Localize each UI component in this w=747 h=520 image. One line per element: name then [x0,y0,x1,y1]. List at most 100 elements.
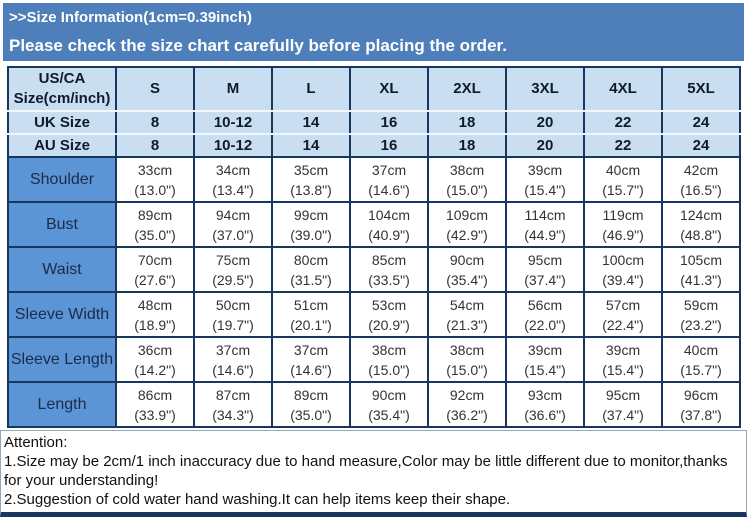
measurement-cell: 89cm (35.0") [115,201,195,248]
measurement-cm-value: 54cm [449,296,485,313]
measurement-row-label: Bust [7,201,117,248]
measurement-inch-value: (35.0") [134,226,176,243]
uk-size-row-label: UK Size [7,110,117,135]
measurement-cm-value: 39cm [527,341,563,358]
measurement-inch-value: (40.9") [368,226,410,243]
uk-size-row-cell: 14 [271,110,351,135]
measurement-inch-value: (35.0") [290,406,332,423]
measurement-cell: 50cm (19.7") [193,291,273,338]
measurement-cell: 90cm (35.4") [427,246,507,293]
measurement-cm-value: 124cm [679,206,723,223]
size-chart-body: Shoulder 33cm (13.0") 34cm (13.4") 35cm (13.8"… [7,156,741,428]
measurement-cm-value: 90cm [371,386,407,403]
size-column-header: L [271,66,351,112]
attention-heading: Attention: [4,434,68,451]
measurement-inch-value: (39.4") [602,271,644,288]
measurement-cm-value: 59cm [683,296,719,313]
measurement-inch-value: (13.4") [212,181,254,198]
measurement-cell: 90cm (35.4") [349,381,429,428]
measurement-cell: 37cm (14.6") [193,336,273,383]
measurement-cm-value: 37cm [215,341,251,358]
measurement-inch-value: (22.0") [524,316,566,333]
measurement-cm-value: 93cm [527,386,563,403]
measurement-row: Shoulder 33cm (13.0") 34cm (13.4") 35cm (13.8"… [7,156,741,203]
measurement-cell: 104cm (40.9") [349,201,429,248]
measurement-inch-value: (15.4") [602,361,644,378]
measurement-row-label: Sleeve Width [7,291,117,338]
measurement-cell: 42cm (16.5") [661,156,741,203]
size-chart-table: US/CA Size(cm/inch) S M L XL 2XL 3XL 4XL 5XL UK S… [7,66,741,428]
au-size-row-label: AU Size [7,133,117,158]
measurement-cell: 114cm (44.9") [505,201,585,248]
measurement-inch-value: (15.4") [524,361,566,378]
measurement-cell: 70cm (27.6") [115,246,195,293]
measurement-cm-value: 96cm [683,386,719,403]
measurement-cm-value: 94cm [215,206,251,223]
measurement-cm-value: 105cm [679,251,723,268]
size-info-title-bar: >>Size Information(1cm=0.39inch) [3,3,744,31]
measurement-cell: 109cm (42.9") [427,201,507,248]
measurement-cell: 119cm (46.9") [583,201,663,248]
measurement-inch-value: (22.4") [602,316,644,333]
au-size-row-cell: 24 [661,133,741,158]
measurement-inch-value: (14.2") [134,361,176,378]
measurement-cell: 94cm (37.0") [193,201,273,248]
size-column-header: M [193,66,273,112]
measurement-cell: 48cm (18.9") [115,291,195,338]
measurement-cell: 59cm (23.2") [661,291,741,338]
measurement-cell: 87cm (34.3") [193,381,273,428]
measurement-cm-value: 39cm [527,161,563,178]
measurement-cell: 93cm (36.6") [505,381,585,428]
attention-section: Attention: 1.Size may be 2cm/1 inch inac… [0,430,747,517]
measurement-inch-value: (18.9") [134,316,176,333]
measurement-inch-value: (13.0") [134,181,176,198]
measurement-cm-value: 39cm [605,341,641,358]
measurement-cm-value: 40cm [683,341,719,358]
measurement-cm-value: 86cm [137,386,173,403]
measurement-cell: 54cm (21.3") [427,291,507,338]
measurement-cell: 39cm (15.4") [505,156,585,203]
measurement-cm-value: 48cm [137,296,173,313]
measurement-cell: 96cm (37.8") [661,381,741,428]
measurement-inch-value: (33.5") [368,271,410,288]
measurement-cm-value: 99cm [293,206,329,223]
measurement-cm-value: 70cm [137,251,173,268]
measurement-cm-value: 37cm [293,341,329,358]
measurement-inch-value: (15.7") [602,181,644,198]
measurement-cell: 53cm (20.9") [349,291,429,338]
measurement-cm-value: 38cm [371,341,407,358]
measurement-cell: 38cm (15.0") [427,336,507,383]
size-info-page: >>Size Information(1cm=0.39inch) Please … [0,3,747,517]
measurement-cm-value: 92cm [449,386,485,403]
measurement-inch-value: (15.0") [368,361,410,378]
measurement-cell: 95cm (37.4") [505,246,585,293]
size-column-header: XL [349,66,429,112]
measurement-cell: 89cm (35.0") [271,381,351,428]
measurement-inch-value: (39.0") [290,226,332,243]
measurement-inch-value: (14.6") [290,361,332,378]
measurement-inch-value: (46.9") [602,226,644,243]
measurement-cell: 99cm (39.0") [271,201,351,248]
attention-note-1: 1.Size may be 2cm/1 inch inaccuracy due … [4,453,728,489]
measurement-inch-value: (36.2") [446,406,488,423]
uk-size-row-cell: 18 [427,110,507,135]
size-header-row: US/CA Size(cm/inch) S M L XL 2XL 3XL 4XL 5XL [7,66,741,112]
measurement-cell: 75cm (29.5") [193,246,273,293]
uk-size-row-cell: 10-12 [193,110,273,135]
measurement-inch-value: (29.5") [212,271,254,288]
measurement-cm-value: 80cm [293,251,329,268]
measurement-cell: 100cm (39.4") [583,246,663,293]
measurement-cell: 124cm (48.8") [661,201,741,248]
measurement-cell: 92cm (36.2") [427,381,507,428]
measurement-inch-value: (27.6") [134,271,176,288]
measurement-cm-value: 38cm [449,161,485,178]
measurement-cm-value: 38cm [449,341,485,358]
size-column-header: 4XL [583,66,663,112]
measurement-inch-value: (36.6") [524,406,566,423]
measurement-cell: 56cm (22.0") [505,291,585,338]
measurement-inch-value: (44.9") [524,226,566,243]
measurement-cm-value: 75cm [215,251,251,268]
table-corner-header: US/CA Size(cm/inch) [7,66,117,112]
measurement-cm-value: 95cm [527,251,563,268]
measurement-cell: 40cm (15.7") [583,156,663,203]
